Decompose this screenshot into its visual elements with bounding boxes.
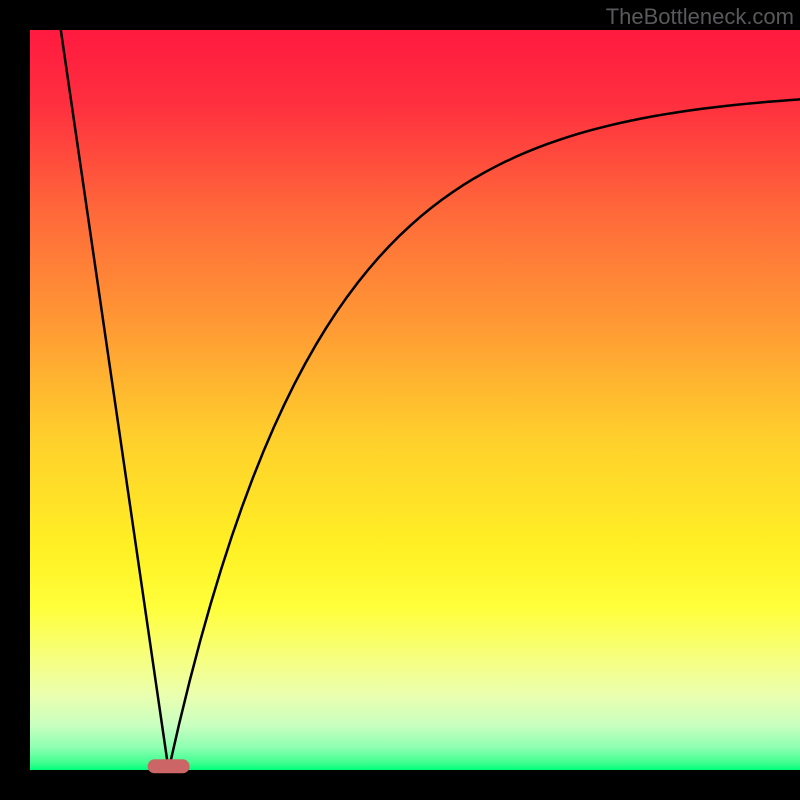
watermark-text: TheBottleneck.com: [606, 4, 794, 30]
bottleneck-curve-chart: [0, 0, 800, 800]
notch-marker: [148, 759, 190, 773]
chart-root: TheBottleneck.com: [0, 0, 800, 800]
plot-background: [30, 30, 800, 770]
